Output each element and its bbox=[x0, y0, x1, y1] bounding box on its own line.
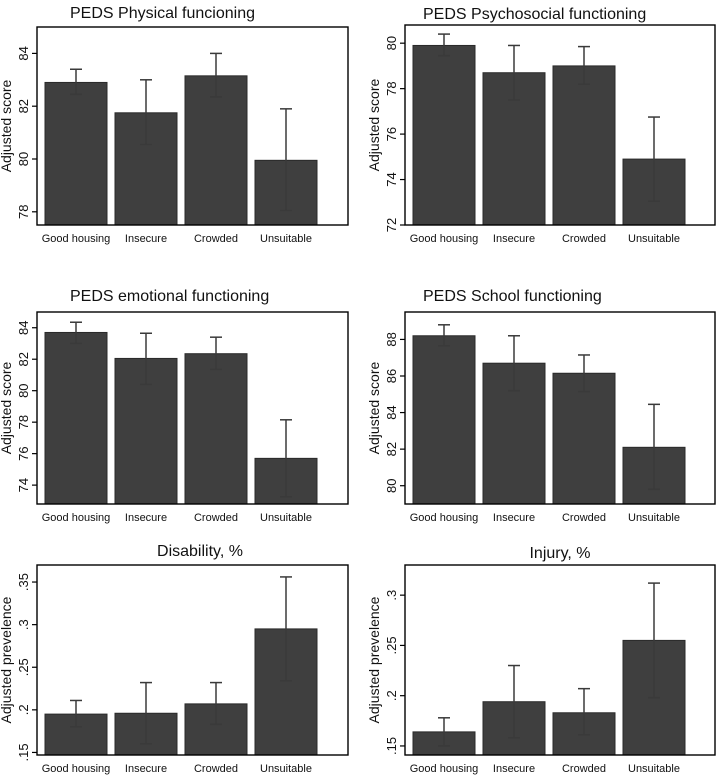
y-axis-label: Adjusted prevelence bbox=[0, 596, 14, 723]
y-tick-label: 82 bbox=[16, 99, 31, 113]
x-tick-label: Unsuitable bbox=[260, 233, 312, 245]
chart-panel-1: PEDS Physical funcioning Adjusted score Go… bbox=[0, 5, 349, 245]
x-tick-label: Crowded bbox=[562, 763, 606, 775]
chart-title: PEDS School functioning bbox=[423, 288, 602, 305]
y-tick-label: .35 bbox=[16, 573, 31, 591]
x-tick-label: Insecure bbox=[493, 233, 535, 245]
y-tick-label: 80 bbox=[384, 478, 399, 492]
plot-frame bbox=[36, 311, 349, 505]
x-tick-label: Good housing bbox=[410, 512, 479, 524]
y-tick-label: 78 bbox=[384, 81, 399, 95]
x-tick-label: Unsuitable bbox=[628, 763, 680, 775]
y-tick-label: .15 bbox=[16, 743, 31, 761]
x-tick-label: Good housing bbox=[42, 512, 111, 524]
bar-3 bbox=[552, 372, 616, 505]
x-tick-label: Unsuitable bbox=[260, 763, 312, 775]
chart-panel-5: Disability, % Adjusted prevelence Good hou… bbox=[0, 543, 349, 775]
y-tick-label: 86 bbox=[384, 369, 399, 383]
y-tick-label: .2 bbox=[16, 704, 31, 715]
y-tick-label: 88 bbox=[384, 332, 399, 346]
x-tick-label: Good housing bbox=[410, 233, 479, 245]
x-tick-label: Crowded bbox=[194, 763, 238, 775]
y-tick-label: .3 bbox=[16, 619, 31, 630]
x-tick-label: Insecure bbox=[493, 763, 535, 775]
y-tick-label: .25 bbox=[384, 636, 399, 654]
bar-1 bbox=[44, 81, 108, 226]
x-tick-label: Unsuitable bbox=[260, 512, 312, 524]
y-tick-label: 74 bbox=[384, 172, 399, 186]
x-tick-label: Insecure bbox=[125, 763, 167, 775]
bar-1 bbox=[44, 331, 108, 505]
y-axis-label: Adjusted prevelence bbox=[366, 596, 382, 723]
y-tick-label: 78 bbox=[16, 205, 31, 219]
plot-frame bbox=[404, 311, 716, 505]
y-tick-label: .3 bbox=[384, 590, 399, 601]
x-tick-label: Good housing bbox=[42, 763, 111, 775]
y-axis-label: Adjusted score bbox=[366, 361, 382, 454]
x-tick-label: Good housing bbox=[410, 763, 479, 775]
x-tick-label: Good housing bbox=[42, 233, 111, 245]
x-tick-label: Unsuitable bbox=[628, 233, 680, 245]
plot-frame bbox=[36, 564, 349, 756]
y-tick-label: .2 bbox=[384, 690, 399, 701]
bar-1 bbox=[412, 335, 476, 505]
y-tick-label: .15 bbox=[384, 737, 399, 755]
y-axis-label: Adjusted score bbox=[0, 361, 14, 454]
y-tick-label: 84 bbox=[16, 46, 31, 60]
y-tick-label: 80 bbox=[384, 36, 399, 50]
chart-panel-2: PEDS Psychosocial functioning Adjusted sc… bbox=[366, 6, 716, 245]
plot-frame bbox=[36, 26, 349, 226]
y-tick-label: 82 bbox=[384, 442, 399, 456]
x-tick-label: Crowded bbox=[194, 512, 238, 524]
y-tick-label: .25 bbox=[16, 658, 31, 676]
y-tick-label: 78 bbox=[16, 415, 31, 429]
y-tick-label: 80 bbox=[16, 152, 31, 166]
x-tick-label: Unsuitable bbox=[628, 512, 680, 524]
chart-panel-4: PEDS School functioning Adjusted score Goo… bbox=[366, 288, 716, 524]
plot-frame bbox=[404, 24, 716, 226]
plot-frame bbox=[404, 564, 716, 756]
chart-title: PEDS emotional functioning bbox=[70, 288, 269, 305]
bar-3 bbox=[184, 353, 248, 505]
chart-title: PEDS Psychosocial functioning bbox=[423, 6, 646, 23]
y-axis-label: Adjusted score bbox=[366, 78, 382, 171]
chart-title: Disability, % bbox=[157, 543, 243, 560]
chart-panel-3: PEDS emotional functioning Adjusted score… bbox=[0, 288, 349, 524]
x-tick-label: Crowded bbox=[562, 233, 606, 245]
y-axis-label: Adjusted score bbox=[0, 79, 14, 172]
x-tick-label: Insecure bbox=[125, 233, 167, 245]
x-tick-label: Crowded bbox=[194, 233, 238, 245]
bar-3 bbox=[552, 65, 616, 226]
y-tick-label: 74 bbox=[16, 478, 31, 492]
chart-title: PEDS Physical funcioning bbox=[70, 5, 255, 22]
y-tick-label: 72 bbox=[384, 218, 399, 232]
y-tick-label: 76 bbox=[384, 127, 399, 141]
bar-3 bbox=[184, 75, 248, 226]
chart-title: Injury, % bbox=[529, 545, 590, 562]
y-tick-label: 80 bbox=[16, 383, 31, 397]
chart-panel-6: Injury, % Adjusted prevelence Good housing… bbox=[366, 545, 716, 775]
y-tick-label: 82 bbox=[16, 352, 31, 366]
y-tick-label: 76 bbox=[16, 446, 31, 460]
x-tick-label: Crowded bbox=[562, 512, 606, 524]
y-tick-label: 84 bbox=[16, 321, 31, 335]
x-tick-label: Insecure bbox=[493, 512, 535, 524]
bar-1 bbox=[412, 44, 476, 226]
x-tick-label: Insecure bbox=[125, 512, 167, 524]
y-tick-label: 84 bbox=[384, 405, 399, 419]
